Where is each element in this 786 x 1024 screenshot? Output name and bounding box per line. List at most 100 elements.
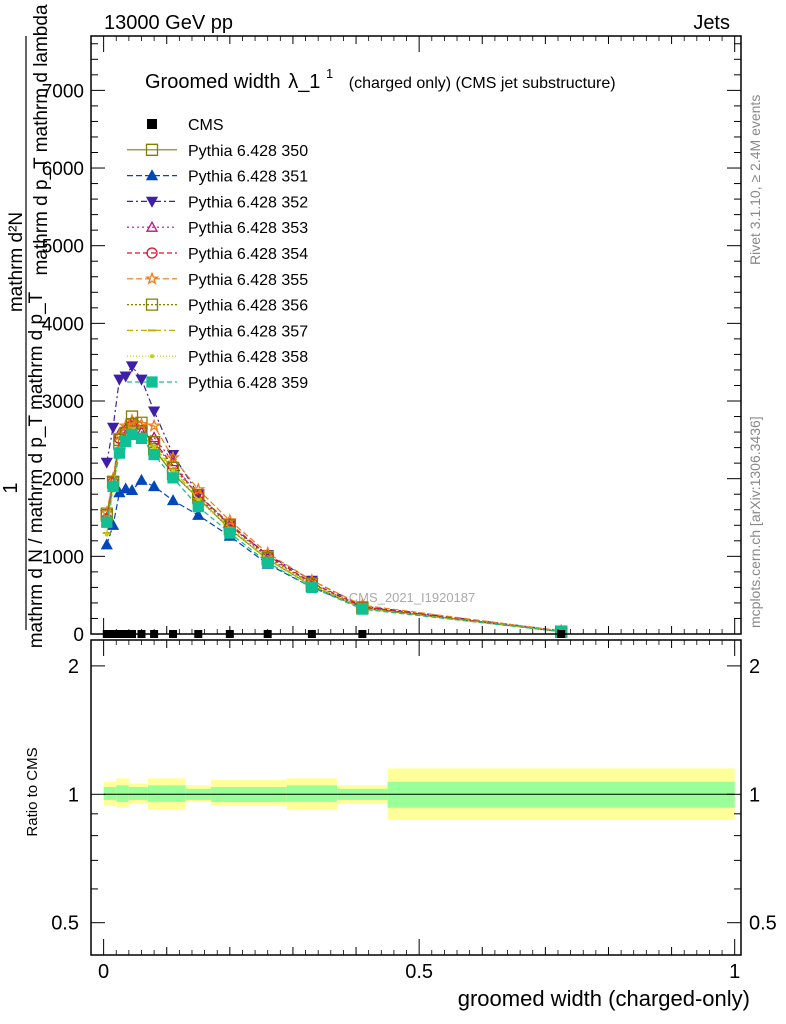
svg-text:Groomed width λ_1: Groomed width λ_1 1 (charged only) (CMS … — [145, 61, 616, 93]
title-symbol: λ_1 — [288, 71, 320, 93]
x-axis-label: groomed width (charged-only) — [458, 986, 750, 1011]
ratio-y-axis-label: Ratio to CMS — [24, 747, 41, 836]
legend-marker — [146, 376, 158, 388]
legend-item: Pythia 6.428 358 — [127, 349, 308, 366]
series-point — [100, 457, 113, 469]
x-tick-label: 0.5 — [405, 961, 433, 983]
series-2 — [100, 473, 568, 637]
x-tick-label: 0 — [98, 961, 109, 983]
y-tick-label: 7000 — [42, 81, 84, 102]
ratio-inner-band — [286, 785, 338, 802]
y-tick-label: 5000 — [42, 237, 84, 258]
series-1 — [100, 410, 568, 638]
series-point — [135, 473, 148, 485]
legend-label: Pythia 6.428 358 — [188, 349, 308, 366]
legend-label: CMS — [188, 117, 224, 134]
legend-item: Pythia 6.428 355 — [127, 271, 308, 289]
legend-item: CMS — [147, 117, 224, 134]
legend: CMS Pythia 6.428 350 Pythia 6.428 351 Pythi… — [127, 117, 308, 392]
y-tick-label: 0 — [73, 625, 84, 646]
legend-marker — [145, 298, 159, 311]
series-point — [106, 422, 120, 434]
ratio-y-tick-label: 1 — [68, 784, 79, 806]
legend-label: Pythia 6.428 351 — [188, 169, 308, 186]
y-tick-label: 4000 — [42, 314, 84, 335]
legend-item: Pythia 6.428 353 — [127, 220, 308, 237]
y-axis-label-main: 1 mathrm d²N mathrm d p_T mathrm d lambd… — [0, 4, 52, 648]
legend-marker — [147, 119, 157, 129]
legend-marker — [144, 271, 160, 285]
series-point — [191, 482, 206, 496]
series-point — [126, 428, 138, 441]
ylabel-numerator-bottom: mathrm d p_T mathrm d lambda — [31, 4, 52, 275]
series-point — [125, 483, 139, 495]
series-point — [125, 361, 139, 373]
series-point — [101, 516, 113, 528]
series-point — [192, 500, 204, 513]
mcplots-label: mcplots.cern.ch [arXiv:1306.3436] — [747, 416, 763, 628]
ratio-frame: 0.5 0.5 1 1 2 2 0 0.5 1 — [51, 639, 777, 983]
ylabel-numerator-top: mathrm d²N — [6, 212, 27, 312]
series-point — [112, 427, 127, 442]
legend-marker — [145, 196, 159, 208]
series-point — [100, 538, 113, 550]
series-point — [356, 603, 369, 615]
y-tick-label: 3000 — [42, 392, 84, 413]
main-frame: 0 1000 2000 3000 4000 5000 6000 7000 — [42, 35, 742, 646]
rivet-label: Rivet 3.1.10, ≥ 2.4M events — [747, 95, 763, 265]
main-series — [99, 361, 569, 638]
ylabel-denominator: mathrm d N / mathrm d p_T mathrm d p_T — [26, 291, 47, 648]
legend-marker — [145, 143, 159, 156]
ratio-y-tick-label-right: 0.5 — [749, 913, 777, 935]
series-point — [224, 527, 236, 539]
watermark: CMS_2021_I1920187 — [349, 590, 476, 605]
series-point — [147, 436, 161, 449]
y-tick-label: 6000 — [42, 159, 84, 180]
ratio-inner-band — [103, 787, 117, 800]
series-point — [165, 450, 181, 464]
header-process: 13000 GeV pp — [104, 12, 233, 34]
legend-label: Pythia 6.428 357 — [188, 323, 308, 340]
header-category: Jets — [693, 12, 730, 34]
ratio-y-tick-label: 0.5 — [51, 913, 79, 935]
legend-item: Pythia 6.428 351 — [127, 169, 308, 186]
legend-item: Pythia 6.428 357 — [127, 323, 308, 340]
series-point — [148, 406, 161, 418]
ratio-y-tick-label-right: 2 — [749, 656, 760, 678]
series-point — [113, 447, 126, 459]
series-point — [152, 445, 157, 450]
title-rest: (charged only) (CMS jet substructure) — [349, 75, 616, 92]
ratio-inner-band — [147, 785, 186, 802]
ratio-y-tick-label: 2 — [68, 656, 79, 678]
legend-item: Pythia 6.428 350 — [127, 143, 308, 160]
legend-label: Pythia 6.428 352 — [188, 194, 308, 211]
legend-label: Pythia 6.428 359 — [188, 375, 308, 392]
legend-label: Pythia 6.428 355 — [188, 272, 308, 289]
legend-item: Pythia 6.428 352 — [127, 194, 308, 211]
series-point — [192, 488, 205, 502]
series-line — [106, 419, 562, 632]
legend-label: Pythia 6.428 350 — [188, 143, 308, 160]
series-point — [262, 556, 274, 569]
ratio-plot-frame — [90, 639, 742, 956]
series-point — [192, 508, 205, 520]
series-point — [148, 480, 161, 492]
legend-marker — [150, 354, 154, 359]
series-point — [135, 432, 148, 444]
x-tick-label: 1 — [729, 961, 740, 983]
legend-item: Pythia 6.428 356 — [127, 298, 308, 315]
ylabel-one: 1 — [0, 482, 22, 493]
legend-label: Pythia 6.428 354 — [188, 246, 308, 263]
series-line — [106, 429, 562, 633]
series-point — [104, 532, 109, 537]
series-point — [148, 448, 160, 461]
ratio-inner-band — [128, 787, 148, 800]
series-point — [306, 581, 318, 594]
series-point — [222, 513, 237, 527]
chart-title: Groomed width λ_1 1 (charged only) (CMS … — [145, 61, 616, 93]
series-point — [119, 371, 132, 383]
series-point — [260, 545, 275, 560]
series-point — [167, 472, 179, 484]
legend-label: Pythia 6.428 353 — [188, 220, 308, 237]
